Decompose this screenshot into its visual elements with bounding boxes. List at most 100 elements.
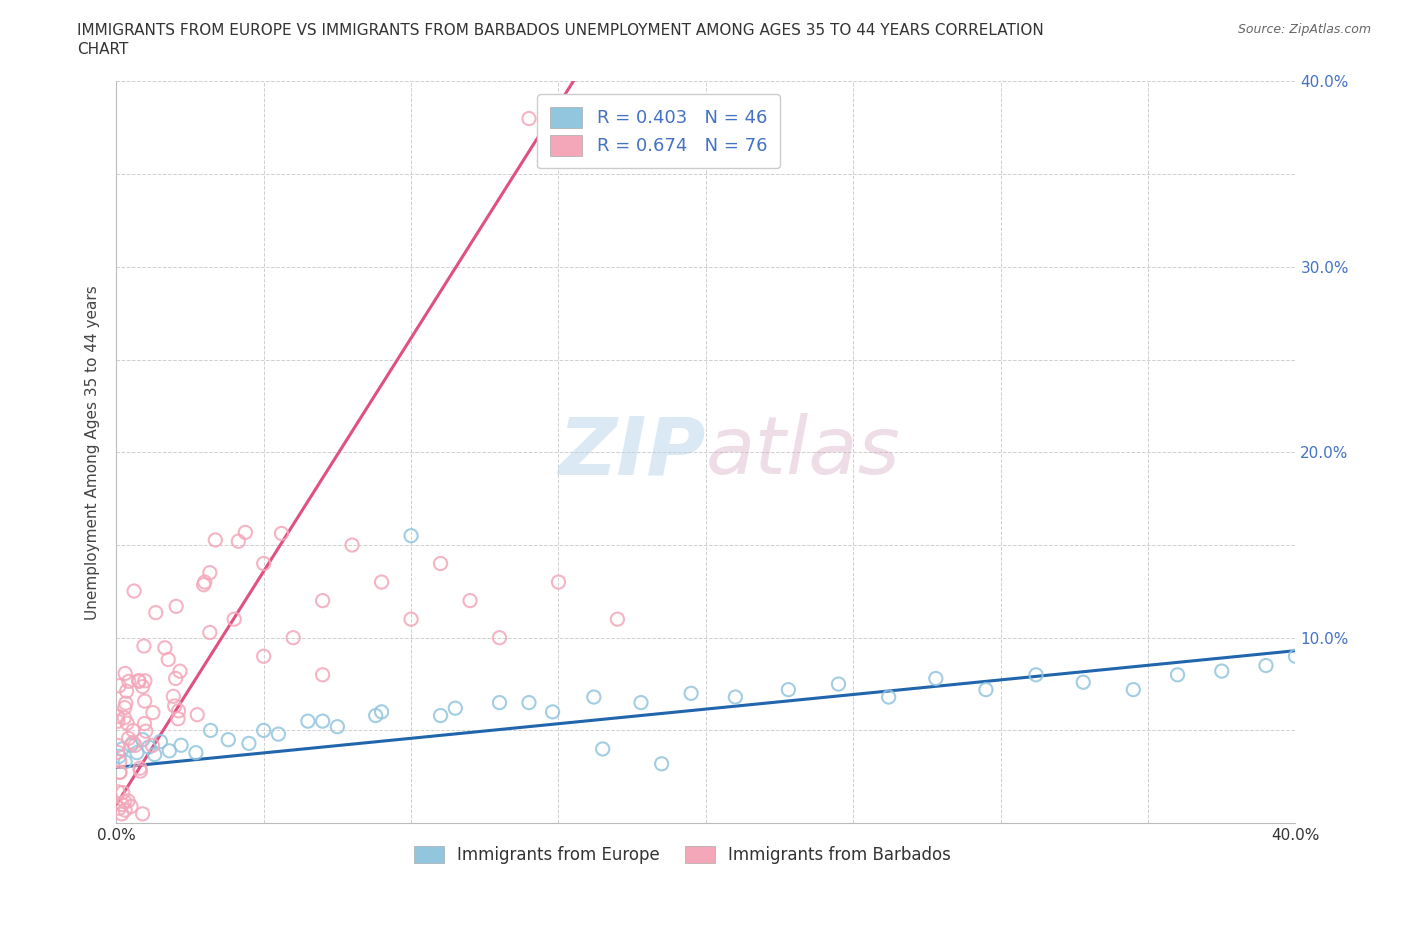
Point [399, 612, 422, 627]
Point [458, 593, 481, 608]
Point [253, 556, 276, 571]
Point [167, 711, 190, 726]
Point [118, 674, 141, 689]
Point [120, 737, 142, 752]
Point [198, 625, 221, 640]
Point [186, 708, 208, 723]
Point [1167, 668, 1189, 683]
Point [117, 793, 139, 808]
Text: atlas: atlas [706, 413, 901, 491]
Point [142, 705, 165, 720]
Point [974, 683, 997, 698]
Point [145, 605, 167, 620]
Point [1122, 683, 1144, 698]
Point [143, 747, 166, 762]
Point [224, 612, 246, 627]
Point [122, 584, 145, 599]
Point [238, 736, 260, 751]
Point [134, 673, 156, 688]
Point [399, 528, 422, 543]
Point [429, 708, 451, 723]
Point [124, 737, 146, 752]
Point [193, 578, 215, 592]
Point [541, 704, 564, 719]
Point [108, 749, 131, 764]
Point [217, 732, 239, 747]
Point [141, 737, 163, 752]
Point [165, 671, 187, 686]
Point [131, 679, 153, 694]
Point [1284, 649, 1306, 664]
Point [117, 731, 139, 746]
Point [370, 575, 392, 590]
Text: ZIP: ZIP [558, 413, 706, 491]
Point [107, 714, 129, 729]
Point [115, 684, 138, 698]
Point [114, 803, 136, 817]
Point [253, 723, 276, 737]
Point [114, 794, 136, 809]
Point [340, 538, 363, 552]
Point [429, 556, 451, 571]
Point [877, 690, 900, 705]
Point [270, 526, 292, 541]
Point [326, 719, 349, 734]
Point [267, 726, 290, 741]
Point [204, 533, 226, 548]
Point [165, 599, 187, 614]
Point [517, 695, 540, 710]
Point [111, 741, 134, 756]
Point [127, 673, 149, 688]
Legend: Immigrants from Europe, Immigrants from Barbados: Immigrants from Europe, Immigrants from … [406, 839, 957, 870]
Point [111, 797, 134, 812]
Point [114, 754, 136, 769]
Point [112, 711, 135, 725]
Point [111, 806, 134, 821]
Point [131, 806, 153, 821]
Point [132, 732, 155, 747]
Point [233, 525, 256, 539]
Text: CHART: CHART [77, 42, 129, 57]
Point [108, 801, 131, 816]
Point [925, 671, 948, 686]
Point [253, 649, 276, 664]
Point [162, 689, 184, 704]
Point [311, 713, 333, 728]
Point [547, 575, 569, 590]
Point [228, 534, 250, 549]
Point [107, 784, 129, 799]
Point [364, 708, 387, 723]
Point [115, 716, 138, 731]
Point [129, 764, 152, 778]
Point [592, 741, 614, 756]
Point [157, 652, 180, 667]
Point [1025, 668, 1047, 683]
Point [488, 631, 510, 645]
Point [108, 764, 131, 779]
Point [517, 111, 540, 126]
Point [108, 765, 131, 780]
Point [138, 739, 160, 754]
Point [149, 734, 172, 749]
Point [111, 785, 134, 800]
Point [134, 716, 156, 731]
Point [630, 695, 652, 710]
Point [281, 631, 304, 645]
Point [122, 735, 145, 750]
Point [200, 723, 222, 737]
Point [163, 698, 186, 713]
Point [724, 690, 747, 705]
Point [297, 713, 319, 728]
Point [132, 639, 155, 654]
Point [194, 575, 217, 590]
Point [129, 761, 152, 776]
Point [198, 565, 221, 580]
Text: IMMIGRANTS FROM EUROPE VS IMMIGRANTS FROM BARBADOS UNEMPLOYMENT AMONG AGES 35 TO: IMMIGRANTS FROM EUROPE VS IMMIGRANTS FRO… [77, 23, 1045, 38]
Point [107, 709, 129, 724]
Point [153, 641, 176, 656]
Point [444, 700, 467, 715]
Point [108, 678, 131, 693]
Point [488, 695, 510, 710]
Point [1254, 658, 1277, 673]
Point [582, 690, 605, 705]
